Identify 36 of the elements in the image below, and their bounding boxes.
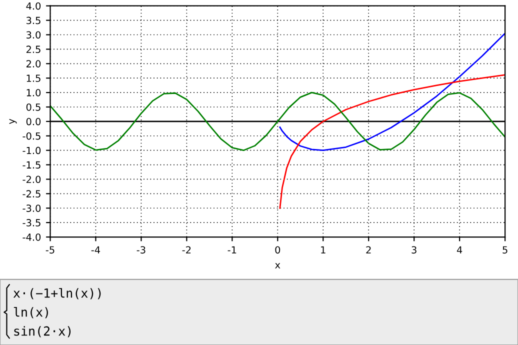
y-tick-label: 3.5	[26, 16, 40, 24]
y-tick-label: -0.5	[22, 132, 40, 140]
x-tick-label: -4	[91, 246, 100, 254]
y-tick-label: -2.0	[22, 176, 41, 184]
y-tick-label: -3.5	[22, 219, 40, 226]
x-axis-title: x	[275, 263, 280, 268]
y-tick-label: 1.5	[26, 74, 40, 82]
x-tick-label: -3	[136, 246, 146, 254]
y-tick-label: -2.5	[22, 190, 40, 198]
y-tick-label: 2.5	[26, 46, 40, 54]
line-series	[279, 74, 506, 209]
y-tick-label: -3.0	[22, 204, 41, 212]
y-tick-label: 0.5	[26, 103, 40, 111]
y-tick-label: 3.0	[26, 31, 41, 39]
line-series	[50, 92, 506, 152]
x-tick-label: 1	[321, 246, 326, 254]
y-tick-label: 4.0	[26, 2, 41, 10]
y-tick-label: 0.0	[26, 118, 41, 126]
x-tick-label: 4	[456, 246, 462, 254]
x-tick-label: -2	[182, 246, 191, 254]
y-tick-label: -4.0	[22, 233, 41, 241]
x-tick-label: 2	[366, 246, 371, 254]
y-tick-label: -1.5	[22, 161, 40, 169]
y-tick-label: 1.0	[26, 89, 41, 96]
x-tick-label: 5	[502, 246, 508, 254]
x-tick-label: 0	[275, 246, 280, 254]
y-axis-title: y	[9, 118, 17, 124]
text: ln(x)	[14, 307, 48, 318]
x-tick-label: -1	[228, 246, 236, 254]
line-series	[279, 32, 506, 152]
text: sin(2·x)	[14, 326, 71, 338]
x-tick-label: -5	[46, 246, 54, 254]
x-tick-label: 3	[412, 246, 416, 254]
y-tick-label: -1.0	[22, 146, 41, 154]
text: x·(−1+ln(x))	[13, 288, 101, 300]
y-tick-label: 2.0	[26, 60, 41, 68]
